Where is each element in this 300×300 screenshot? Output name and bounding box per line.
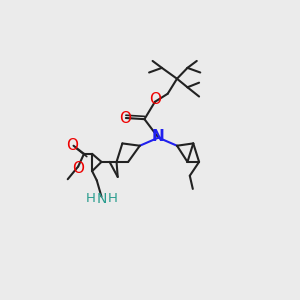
Text: H: H bbox=[108, 192, 118, 206]
Text: O: O bbox=[72, 161, 84, 176]
Text: O: O bbox=[66, 138, 78, 153]
Text: N: N bbox=[152, 129, 165, 144]
Text: O: O bbox=[149, 92, 161, 107]
Text: N: N bbox=[97, 192, 107, 206]
Text: O: O bbox=[119, 110, 131, 125]
Text: H: H bbox=[86, 192, 96, 206]
